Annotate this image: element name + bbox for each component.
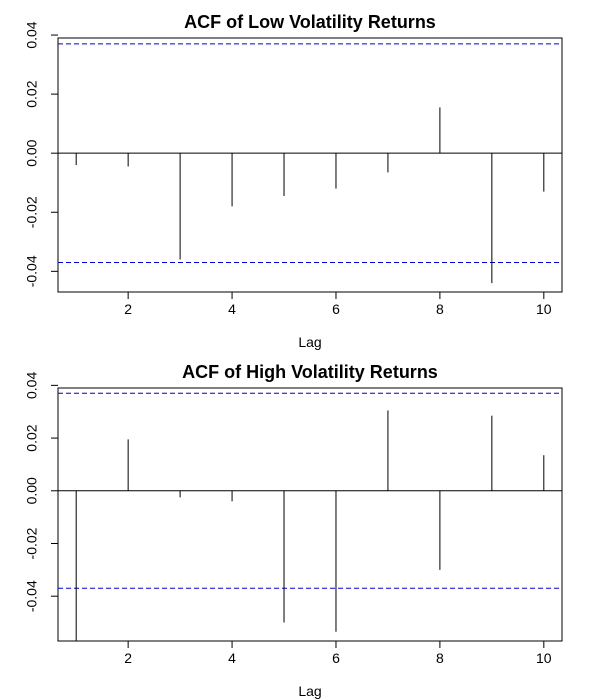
chart-title: ACF of Low Volatility Returns <box>184 12 436 32</box>
x-tick-label: 2 <box>124 650 132 666</box>
x-axis-label: Lag <box>298 683 321 699</box>
x-tick-label: 8 <box>436 301 444 317</box>
acf-panel-low-volatility: ACF of Low Volatility Returns 2 4 6 8 10 -0.04… <box>24 12 563 350</box>
plot-frame <box>57 37 563 293</box>
x-tick-label: 10 <box>536 650 552 666</box>
x-tick-label: 4 <box>228 650 236 666</box>
y-tick-label: 0.04 <box>24 21 40 48</box>
x-axis-label: Lag <box>298 334 321 350</box>
y-tick-label: -0.04 <box>24 255 40 287</box>
plot-frame <box>57 387 563 642</box>
x-tick-label: 4 <box>228 301 236 317</box>
x-tick-label: 10 <box>536 301 552 317</box>
chart-title: ACF of High Volatility Returns <box>182 362 438 382</box>
y-tick-label: 0.04 <box>24 372 40 399</box>
x-tick-label: 6 <box>332 650 340 666</box>
y-tick-label: 0.00 <box>24 139 40 166</box>
y-tick-label: -0.02 <box>24 527 40 559</box>
y-tick-label: 0.02 <box>24 424 40 451</box>
acf-panel-high-volatility: ACF of High Volatility Returns 2 4 6 8 10 -0.0… <box>24 362 563 699</box>
x-tick-label: 6 <box>332 301 340 317</box>
y-tick-label: 0.02 <box>24 80 40 107</box>
y-tick-label: -0.04 <box>24 580 40 612</box>
y-tick-label: 0.00 <box>24 477 40 504</box>
y-tick-label: -0.02 <box>24 196 40 228</box>
x-tick-label: 2 <box>124 301 132 317</box>
x-tick-label: 8 <box>436 650 444 666</box>
